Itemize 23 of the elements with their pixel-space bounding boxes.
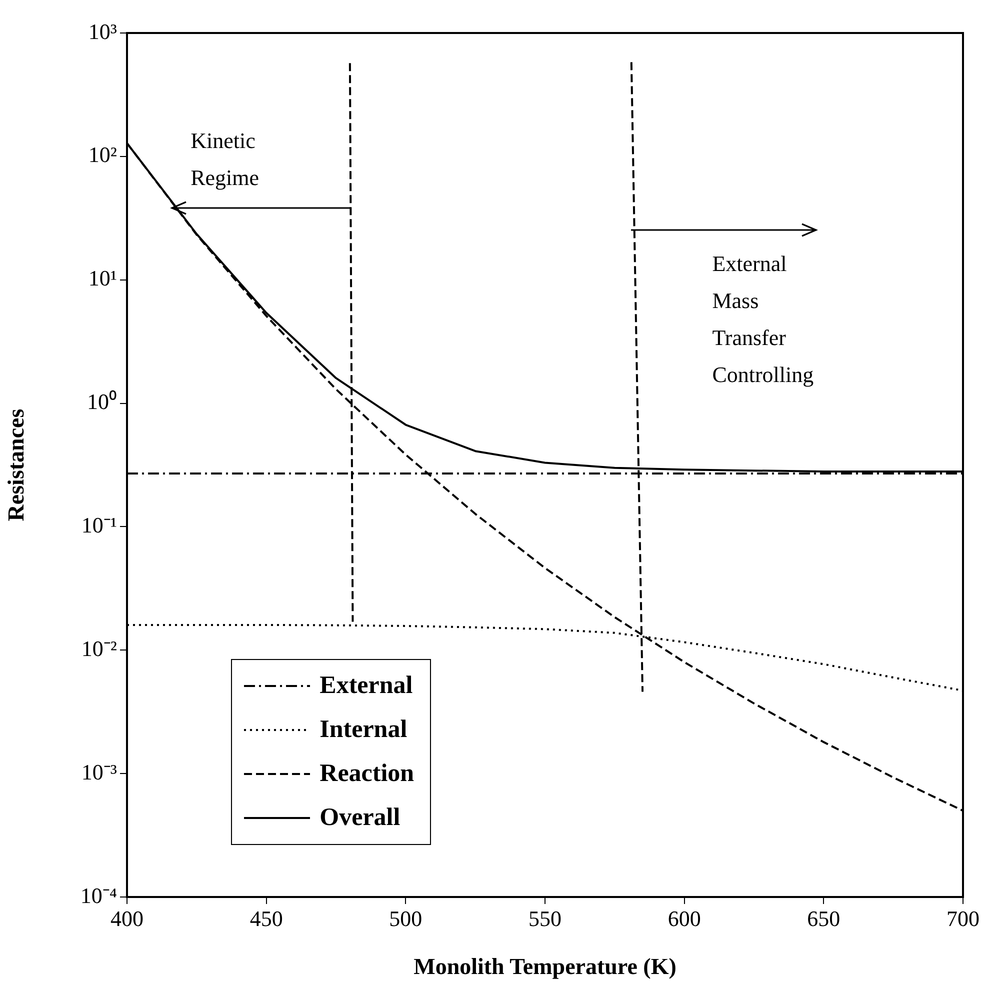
x-tick-label: 400 [110, 906, 144, 931]
y-tick-label: 10⁻² [81, 636, 118, 661]
y-tick-label: 10⁻⁴ [80, 882, 118, 908]
legend-label: Overall [320, 804, 400, 832]
y-axis-title: Resistances [4, 408, 29, 522]
y-tick-label: 10⁻¹ [81, 512, 117, 538]
y-tick-label: 10⁻³ [81, 759, 118, 784]
x-tick-label: 700 [946, 906, 980, 931]
y-tick-label: 10² [88, 142, 118, 168]
y-tick-label: 10⁰ [87, 389, 117, 414]
x-tick-label: 550 [528, 906, 562, 931]
annotation: Kinetic Regime [190, 128, 260, 190]
x-tick-label: 450 [250, 906, 283, 931]
y-tick-label: 10³ [88, 18, 118, 44]
x-tick-label: 650 [807, 906, 840, 931]
x-tick-label: 600 [668, 906, 701, 931]
x-axis-title: Monolith Temperature (K) [414, 954, 676, 980]
legend-label: Reaction [320, 760, 414, 788]
legend-label: External [320, 672, 413, 700]
y-tick-label: 10¹ [88, 266, 117, 291]
legend-label: Internal [320, 716, 408, 744]
x-tick-label: 500 [389, 906, 422, 931]
annotation: External Mass Transfer Controlling [712, 250, 814, 387]
